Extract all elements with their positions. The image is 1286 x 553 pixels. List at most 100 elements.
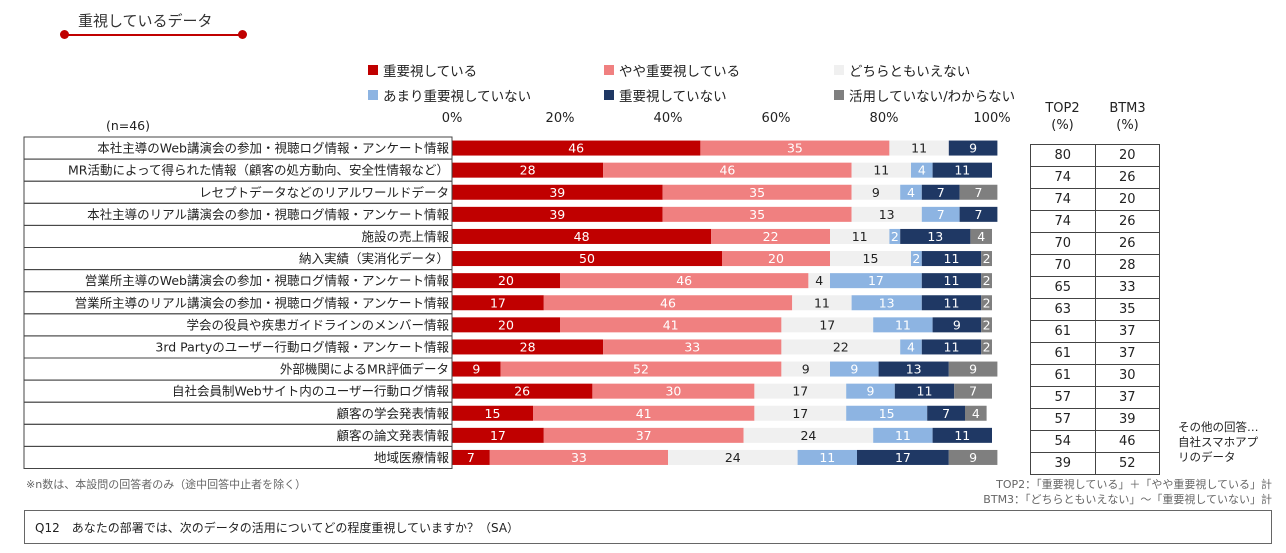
top2-cell: 74	[1030, 210, 1096, 233]
bar-segment	[981, 251, 992, 267]
footnote-top2: TOP2：「重要視している」＋「やや重要視している」計	[996, 478, 1272, 491]
bar-value-label: 4	[907, 185, 915, 200]
bar-value-label: 24	[725, 450, 741, 465]
bar-segment	[830, 251, 911, 267]
category-label: 営業所主導のリアル講演会の参加・視聴ログ情報・アンケート情報	[75, 295, 450, 310]
bar-segment	[927, 405, 965, 421]
bar-value-label: 13	[927, 229, 943, 244]
bar-value-label: 7	[467, 450, 475, 465]
bar-segment	[846, 405, 928, 421]
top2-cell: 65	[1030, 276, 1096, 299]
table-row: 63 35	[1030, 298, 1160, 321]
top2-btm3-table: 80 20 74 26 74 20 74 26 70 26 70 28 65 33 63 35 61 37 61 37…	[1030, 144, 1160, 475]
bar-value-label: 17	[868, 273, 884, 288]
bar-value-label: 15	[863, 251, 879, 266]
bar-segment	[543, 427, 744, 443]
btm3-cell: 37	[1094, 320, 1160, 343]
bar-value-label: 13	[906, 362, 922, 377]
bar-segment	[781, 317, 874, 333]
bar-segment	[711, 228, 830, 244]
bar-value-label: 13	[879, 207, 895, 222]
table-row: 74 26	[1030, 166, 1160, 189]
top2-cell: 57	[1030, 386, 1096, 409]
bar-value-label: 28	[520, 339, 536, 354]
btm3-cell: 30	[1094, 364, 1160, 387]
bar-value-label: 11	[873, 163, 889, 178]
bar-value-label: 2	[983, 273, 991, 288]
btm3-cell: 26	[1094, 232, 1160, 255]
footnote-btm3: BTM3：「どちらともいえない」〜「重要視していない」計	[983, 493, 1272, 506]
bar-segment	[603, 162, 852, 178]
bar-value-label: 7	[969, 384, 977, 399]
x-tick-label: 80%	[870, 111, 899, 126]
btm3-header: BTM3 (%)	[1095, 100, 1160, 134]
x-tick-label: 40%	[654, 111, 683, 126]
bar-value-label: 7	[942, 406, 950, 421]
bar-segment	[830, 273, 922, 289]
bar-segment	[754, 383, 847, 399]
btm3-cell: 35	[1094, 298, 1160, 321]
btm3-cell: 20	[1094, 144, 1160, 167]
title-underline	[64, 34, 242, 36]
bar-segment	[700, 140, 890, 156]
bar-segment	[808, 273, 830, 289]
bar-value-label: 9	[867, 384, 875, 399]
table-row: 57 39	[1030, 408, 1160, 431]
bar-value-label: 9	[969, 141, 977, 156]
top2-cell: 61	[1030, 320, 1096, 343]
bar-segment	[851, 295, 922, 311]
bar-value-label: 11	[895, 317, 911, 332]
btm3-cell: 26	[1094, 166, 1160, 189]
bar-segment	[754, 405, 847, 421]
legend-swatch	[368, 90, 378, 100]
bar-value-label: 11	[814, 295, 830, 310]
bar-value-label: 17	[792, 406, 808, 421]
bar-value-label: 9	[953, 317, 961, 332]
bar-segment	[560, 273, 809, 289]
bar-segment	[452, 140, 701, 156]
table-row: 57 37	[1030, 386, 1160, 409]
top2-cell: 61	[1030, 364, 1096, 387]
bar-segment	[970, 228, 992, 244]
category-label: 外部機関によるMR評価データ	[280, 362, 449, 377]
category-label: 3rd Partyのユーザー行動ログ情報・アンケート情報	[155, 339, 449, 354]
category-label: 本社主導のWeb講演会の参加・視聴ログ情報・アンケート情報	[97, 141, 449, 156]
bar-segment	[981, 339, 992, 355]
category-label: MR活動によって得られた情報（顧客の処方動向、安全性情報など）	[68, 163, 449, 178]
bar-value-label: 46	[660, 295, 676, 310]
bar-value-label: 7	[975, 185, 983, 200]
bar-value-label: 17	[490, 295, 506, 310]
table-row: 61 30	[1030, 364, 1160, 387]
table-row: 80 20	[1030, 144, 1160, 167]
bar-value-label: 4	[907, 339, 915, 354]
bar-segment	[452, 427, 544, 443]
bar-value-label: 11	[954, 163, 970, 178]
btm3-header-unit: (%)	[1116, 118, 1139, 133]
bar-value-label: 4	[972, 406, 980, 421]
bar-segment	[889, 140, 949, 156]
bar-value-label: 11	[819, 450, 835, 465]
legend-item: 重要視していない	[604, 85, 727, 105]
bar-value-label: 33	[684, 339, 700, 354]
bar-value-label: 11	[944, 295, 960, 310]
bar-segment	[948, 361, 998, 377]
question-box: Q12 あなたの部署では、次のデータの活用についてどの程度重視していますか？（S…	[24, 510, 1272, 544]
bar-segment	[452, 184, 663, 200]
bar-segment	[592, 383, 755, 399]
bar-value-label: 39	[549, 185, 565, 200]
bar-value-label: 17	[490, 428, 506, 443]
bar-value-label: 28	[520, 163, 536, 178]
bar-value-label: 46	[719, 163, 735, 178]
bar-value-label: 4	[977, 229, 985, 244]
bar-value-label: 11	[944, 251, 960, 266]
category-label: 営業所主導のWeb講演会の参加・視聴ログ情報・アンケート情報	[85, 273, 450, 288]
top2-cell: 80	[1030, 144, 1096, 167]
category-label: 地域医療情報	[374, 450, 450, 465]
bar-value-label: 13	[879, 295, 895, 310]
bar-segment	[921, 273, 982, 289]
btm3-cell: 26	[1094, 210, 1160, 233]
x-tick-label: 20%	[546, 111, 575, 126]
bar-segment	[452, 361, 501, 377]
category-label: 顧客の学会発表情報	[336, 406, 449, 421]
sample-size-label: (n=46)	[106, 118, 150, 133]
